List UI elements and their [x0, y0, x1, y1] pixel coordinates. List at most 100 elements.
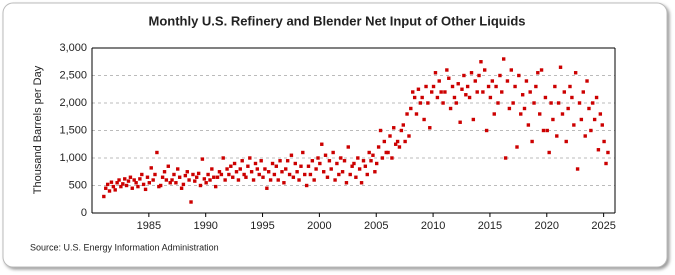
- x-tick-label: 2005: [364, 220, 388, 232]
- point: [117, 178, 121, 182]
- point: [115, 181, 119, 185]
- point: [503, 156, 508, 160]
- point: [437, 79, 441, 83]
- point: [543, 95, 548, 100]
- point: [291, 175, 296, 179]
- x-tick-label: 2000: [307, 220, 331, 232]
- point: [126, 179, 131, 183]
- point: [575, 167, 580, 171]
- point: [177, 175, 182, 179]
- point: [551, 117, 555, 122]
- point: [407, 134, 411, 138]
- point: [556, 101, 561, 105]
- point: [532, 101, 536, 105]
- point: [111, 184, 116, 189]
- point: [266, 170, 271, 174]
- point: [295, 170, 299, 174]
- point: [113, 188, 117, 192]
- point: [102, 194, 106, 199]
- point: [509, 68, 514, 72]
- point: [374, 161, 379, 166]
- point: [214, 184, 218, 189]
- point: [519, 112, 523, 116]
- point: [484, 128, 489, 133]
- point: [388, 134, 392, 138]
- y-axis-label: Thousand Barrels per Day: [32, 65, 44, 194]
- point: [367, 150, 371, 155]
- point: [403, 139, 407, 144]
- point: [285, 159, 290, 163]
- y-tick-label: 0: [81, 207, 87, 219]
- point: [310, 159, 315, 163]
- point: [539, 68, 544, 72]
- point: [369, 159, 373, 163]
- point: [236, 178, 241, 182]
- point: [248, 156, 252, 160]
- point: [397, 145, 402, 149]
- point: [219, 172, 224, 177]
- point: [128, 175, 133, 179]
- point: [249, 170, 254, 174]
- point: [592, 117, 597, 122]
- point: [234, 170, 239, 174]
- point: [274, 164, 279, 168]
- point: [225, 167, 229, 171]
- point: [149, 166, 153, 170]
- point: [598, 112, 603, 116]
- point: [198, 183, 203, 188]
- point: [428, 126, 432, 130]
- point: [278, 159, 282, 163]
- point: [316, 156, 320, 160]
- point: [158, 183, 163, 188]
- x-tick-label: 1990: [193, 220, 217, 232]
- point: [253, 161, 258, 166]
- point: [596, 148, 601, 152]
- point: [361, 159, 366, 163]
- y-tick-label: 1,500: [59, 124, 87, 136]
- point: [435, 95, 440, 100]
- point: [265, 186, 269, 190]
- point: [202, 177, 207, 181]
- point: [585, 79, 589, 83]
- point: [280, 170, 284, 174]
- point: [166, 164, 170, 168]
- point: [346, 145, 350, 149]
- point: [215, 175, 220, 179]
- point: [418, 101, 423, 105]
- point: [566, 106, 570, 111]
- point: [448, 106, 453, 111]
- y-tick-label: 2,500: [59, 69, 87, 81]
- point: [261, 175, 265, 179]
- point: [479, 60, 483, 64]
- point: [589, 128, 593, 133]
- point: [187, 178, 191, 182]
- point: [105, 182, 110, 187]
- point: [314, 167, 318, 171]
- point: [414, 112, 419, 116]
- point: [352, 161, 356, 166]
- point: [200, 157, 205, 161]
- point: [426, 101, 430, 105]
- point: [562, 90, 566, 94]
- point: [530, 139, 534, 144]
- point: [581, 90, 585, 94]
- point: [232, 161, 237, 166]
- point: [401, 123, 405, 127]
- y-tick-label: 3,000: [59, 42, 87, 54]
- point: [587, 106, 591, 111]
- point: [357, 167, 362, 171]
- point: [384, 150, 388, 155]
- point: [240, 159, 244, 163]
- point: [268, 178, 273, 182]
- point: [340, 170, 345, 174]
- point: [496, 101, 500, 105]
- point: [312, 178, 316, 182]
- point: [284, 167, 288, 171]
- point: [373, 170, 377, 174]
- point: [170, 178, 174, 182]
- point: [331, 150, 335, 155]
- point: [462, 73, 466, 78]
- point: [299, 164, 303, 168]
- point: [208, 178, 212, 182]
- point: [460, 87, 464, 91]
